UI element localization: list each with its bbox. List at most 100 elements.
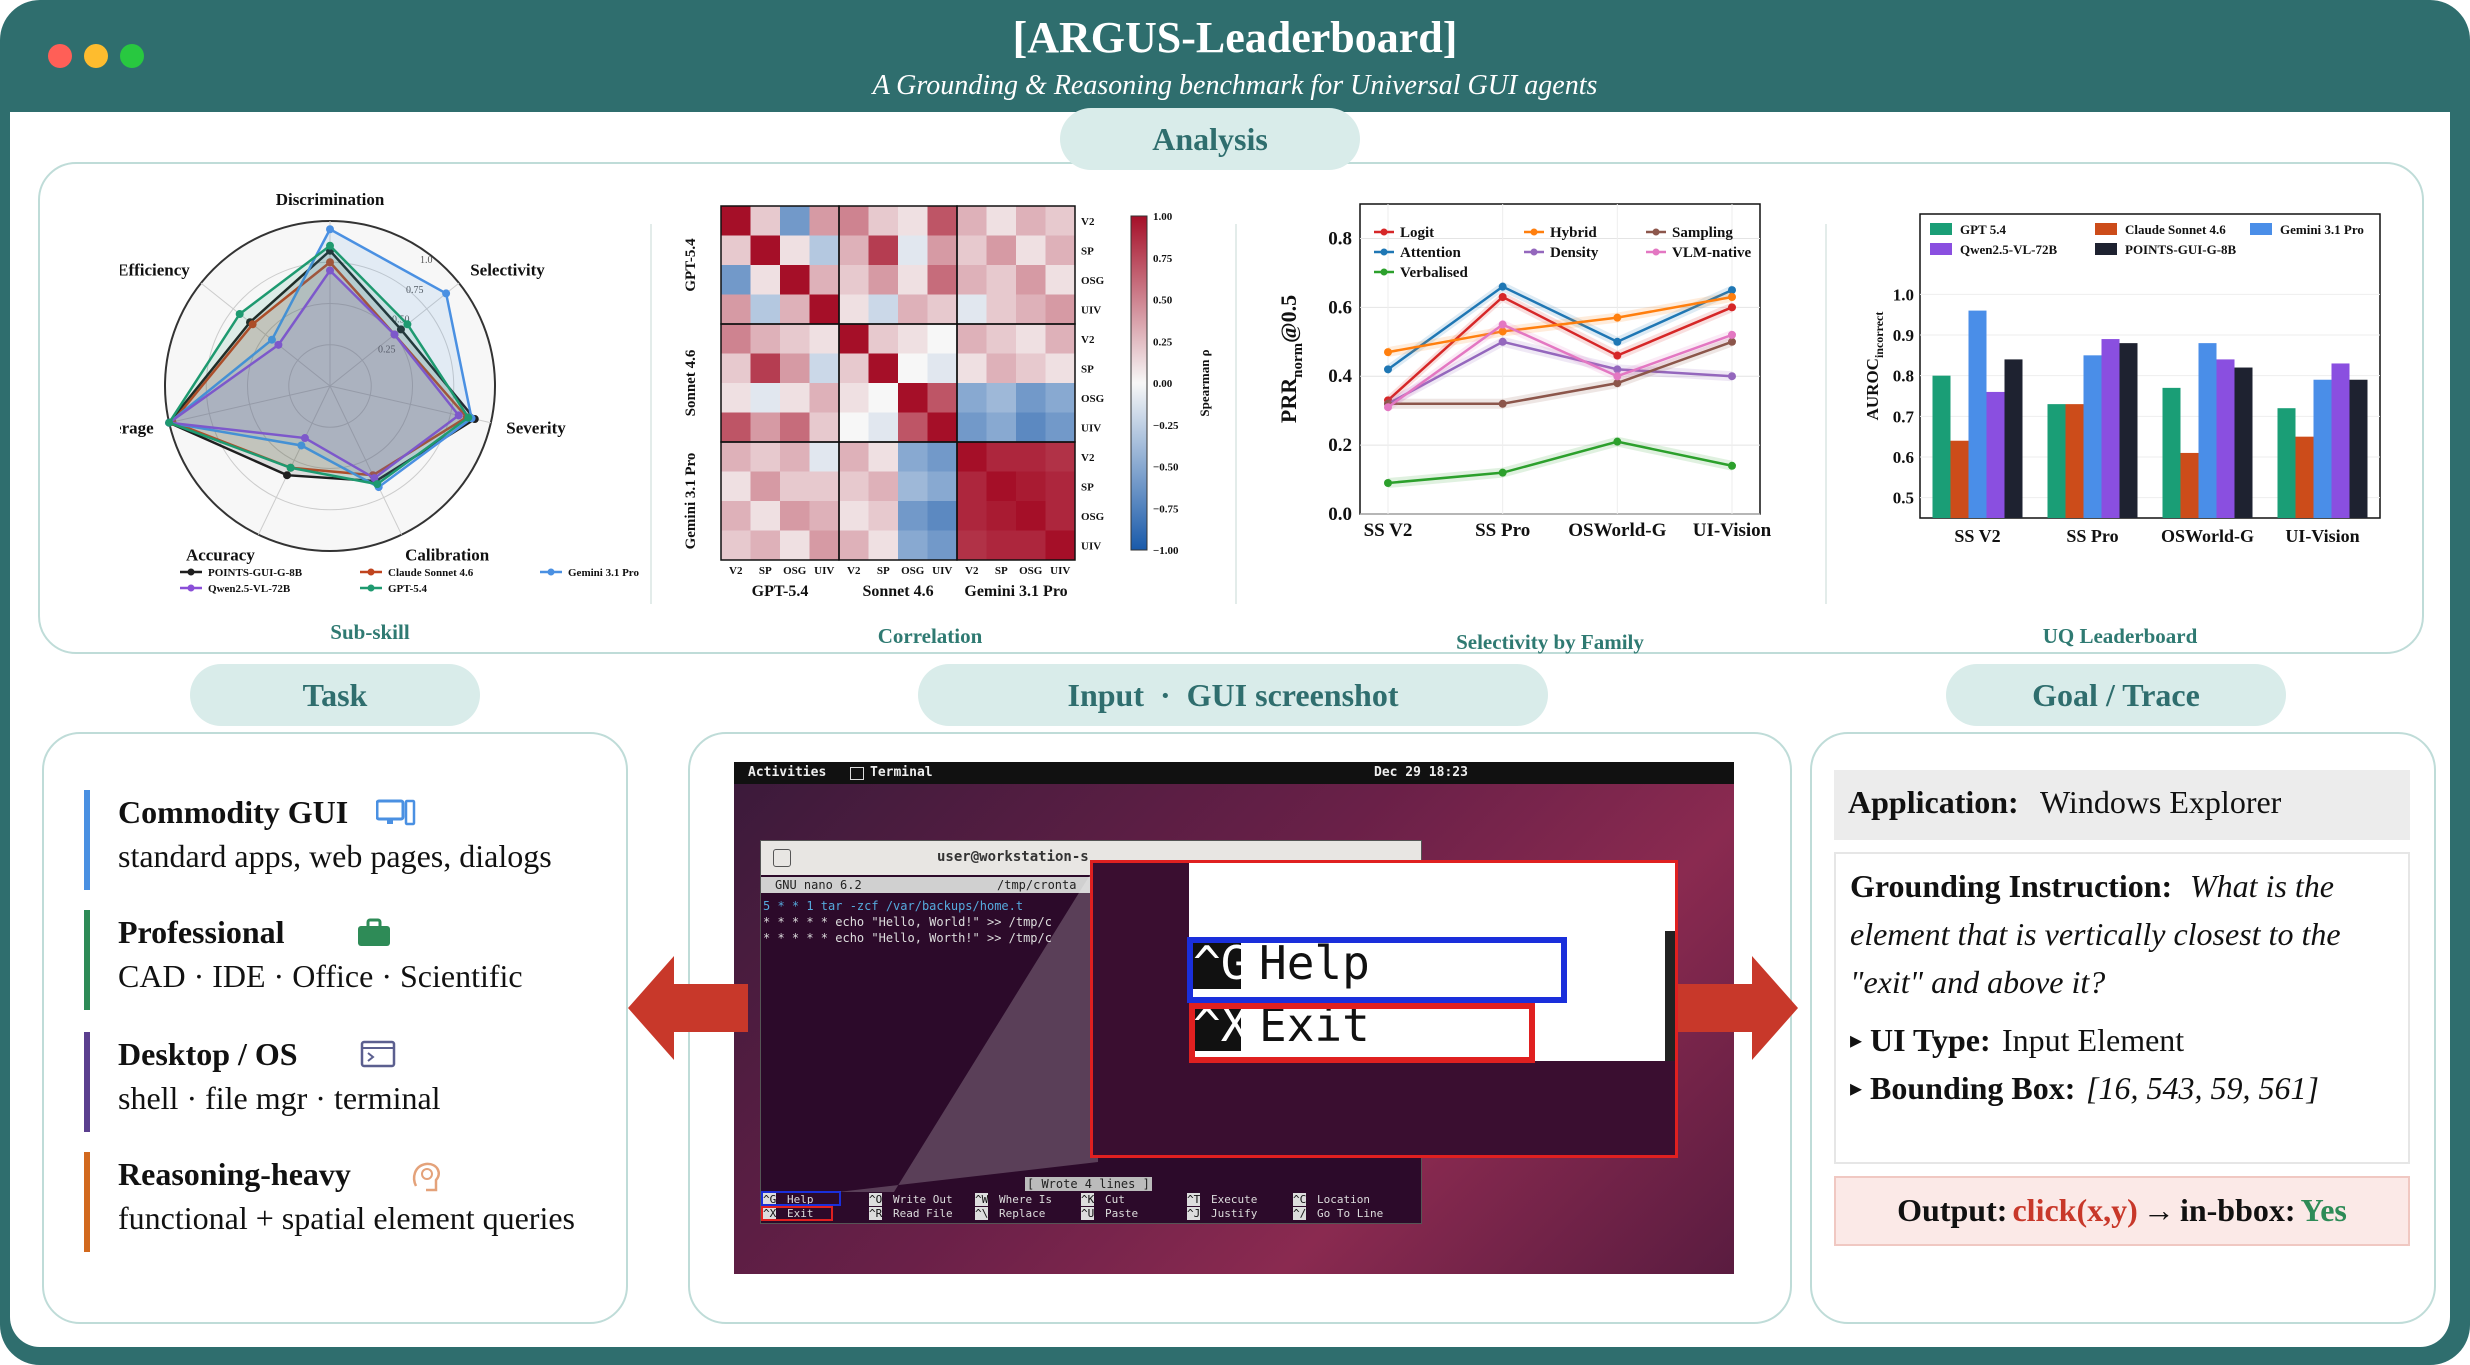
heatmap-cell — [957, 412, 987, 442]
shortcut-label[interactable]: Replace — [999, 1207, 1046, 1220]
heatmap-cell — [986, 383, 1016, 413]
heatmap-cell — [809, 383, 839, 413]
shortcut-key: ^T — [1187, 1193, 1201, 1206]
shortcut-label[interactable]: Where Is — [999, 1193, 1052, 1206]
heatmap-cell — [1016, 235, 1046, 265]
caption-correlation: Correlation — [877, 624, 983, 648]
heatmap-row-tick: SP — [1081, 363, 1094, 375]
legend-label: Hybrid — [1550, 225, 1597, 241]
shortcut-label[interactable]: Go To Line — [1317, 1207, 1384, 1220]
zoom-help-label: Help — [1259, 936, 1370, 990]
x-tick-label: UI-Vision — [1693, 520, 1772, 541]
heatmap-row-tick: OSG — [1081, 511, 1105, 523]
shortcut-label[interactable]: Cut — [1105, 1193, 1125, 1206]
new-tab-icon[interactable] — [773, 849, 791, 867]
maximize-dot[interactable] — [120, 44, 144, 68]
heatmap-cell — [780, 206, 810, 236]
input-panel: Activities Terminal Dec 29 18:23 user@wo… — [688, 732, 1792, 1324]
series-point — [1384, 479, 1392, 487]
heatmap-cell — [1016, 383, 1046, 413]
x-tick-label: UI-Vision — [2285, 526, 2359, 546]
shortcut-key: ^C — [1293, 1193, 1307, 1206]
close-dot[interactable] — [48, 44, 72, 68]
bar-GPT 5.4 — [2162, 387, 2181, 518]
heatmap-cell — [809, 442, 839, 472]
heatmap-row-tick: V2 — [1081, 216, 1095, 228]
heatmap-cell — [957, 442, 987, 472]
heatmap-cell — [780, 324, 810, 354]
heatmap-cell — [868, 383, 898, 413]
heatmap-row-group: GPT-5.4 — [683, 238, 699, 292]
heatmap-cell — [986, 412, 1016, 442]
shortcut-key: ^W — [975, 1193, 989, 1206]
shortcut-label[interactable]: Justify — [1211, 1207, 1258, 1220]
heatmap-cell — [1016, 324, 1046, 354]
heatmap-cell — [809, 324, 839, 354]
nano-path: /tmp/cronta — [997, 878, 1077, 892]
legend-marker — [1530, 228, 1538, 236]
shortcut-label[interactable]: Write Out — [893, 1193, 953, 1206]
task-desc: shell · file mgr · terminal — [118, 1080, 441, 1116]
y-tick-label: 0.0 — [1328, 504, 1352, 525]
zoom-inset: ^G Help ^X Exit — [1090, 860, 1678, 1158]
heatmap-cell — [957, 235, 987, 265]
bar-POINTS-GUI-G-8B — [2234, 367, 2253, 518]
task-desc: functional + spatial element queries — [118, 1200, 575, 1236]
radar-axis-label: Efficiency — [120, 260, 190, 279]
radar-point — [403, 320, 412, 329]
output-box: Output: click(x,y) → in-bbox: Yes — [1834, 1176, 2410, 1246]
radar-point — [165, 418, 174, 427]
series-point — [1728, 372, 1736, 381]
series-point — [1384, 348, 1392, 357]
task-professional: Professional CAD · IDE · Office · Scient… — [84, 910, 644, 1010]
task-desc: CAD · IDE · Office · Scientific — [118, 958, 523, 994]
terminal-app-label[interactable]: Terminal — [870, 765, 933, 780]
shortcut-label[interactable]: Exit — [787, 1207, 814, 1220]
radar-point — [326, 241, 334, 250]
series-point — [1384, 365, 1392, 374]
heatmap-cell — [721, 412, 751, 442]
series-point — [1728, 330, 1736, 339]
task-commodity-gui: Commodity GUI standard apps, web pages, … — [84, 790, 644, 890]
legend-label: GPT 5.4 — [1960, 222, 2006, 237]
legend-label: Density — [1550, 245, 1599, 261]
task-bar — [84, 910, 90, 1010]
shortcut-key: ^G — [763, 1193, 777, 1206]
shortcut-key: ^\ — [975, 1207, 989, 1220]
heatmap-cell — [957, 501, 987, 531]
heatmap-cell — [868, 471, 898, 501]
heatmap-cell — [780, 383, 810, 413]
editor-line[interactable]: * * * * * echo "Hello, World!" >> /tmp/c — [763, 915, 1052, 929]
radar-point — [373, 480, 382, 489]
heatmap-cell — [957, 294, 987, 324]
heatmap-cell — [1045, 206, 1075, 236]
heatmap-cell — [780, 530, 810, 560]
shortcut-label[interactable]: Execute — [1211, 1193, 1258, 1206]
shortcut-label[interactable]: Location — [1317, 1193, 1370, 1206]
clock[interactable]: Dec 29 18:23 — [1374, 765, 1468, 780]
heatmap-cell — [1045, 324, 1075, 354]
activities-label[interactable]: Activities — [748, 765, 827, 780]
colorbar-tick: 1.00 — [1153, 211, 1173, 223]
minimize-dot[interactable] — [84, 44, 108, 68]
editor-line[interactable]: 5 * * 1 tar -zcf /var/backups/home.t — [763, 899, 1024, 913]
output-arrow: → — [2142, 1192, 2175, 1228]
heatmap-cell — [868, 265, 898, 295]
inset-edge — [1665, 931, 1675, 1061]
radar-ring-label: 1.0 — [420, 255, 433, 266]
section-analysis: Analysis — [1060, 108, 1360, 170]
editor-line[interactable]: * * * * * echo "Hello, Worth!" >> /tmp/c — [763, 931, 1052, 945]
radar-point — [326, 225, 334, 234]
legend-marker — [547, 568, 555, 576]
radar-axis-label: Discrimination — [276, 190, 385, 209]
heatmap-cell — [809, 265, 839, 295]
shortcut-label[interactable]: Read File — [893, 1207, 953, 1220]
colorbar-tick: −0.25 — [1153, 420, 1179, 432]
colorbar-label: Spearman ρ — [1197, 349, 1212, 416]
shortcut-label[interactable]: Paste — [1105, 1207, 1139, 1220]
shortcut-label[interactable]: Help — [787, 1193, 814, 1206]
heatmap-cell — [927, 294, 957, 324]
series-point — [1498, 468, 1507, 477]
bar-Gemini 3.1 Pro — [2083, 355, 2102, 518]
colorbar-tick: 0.75 — [1153, 253, 1173, 265]
